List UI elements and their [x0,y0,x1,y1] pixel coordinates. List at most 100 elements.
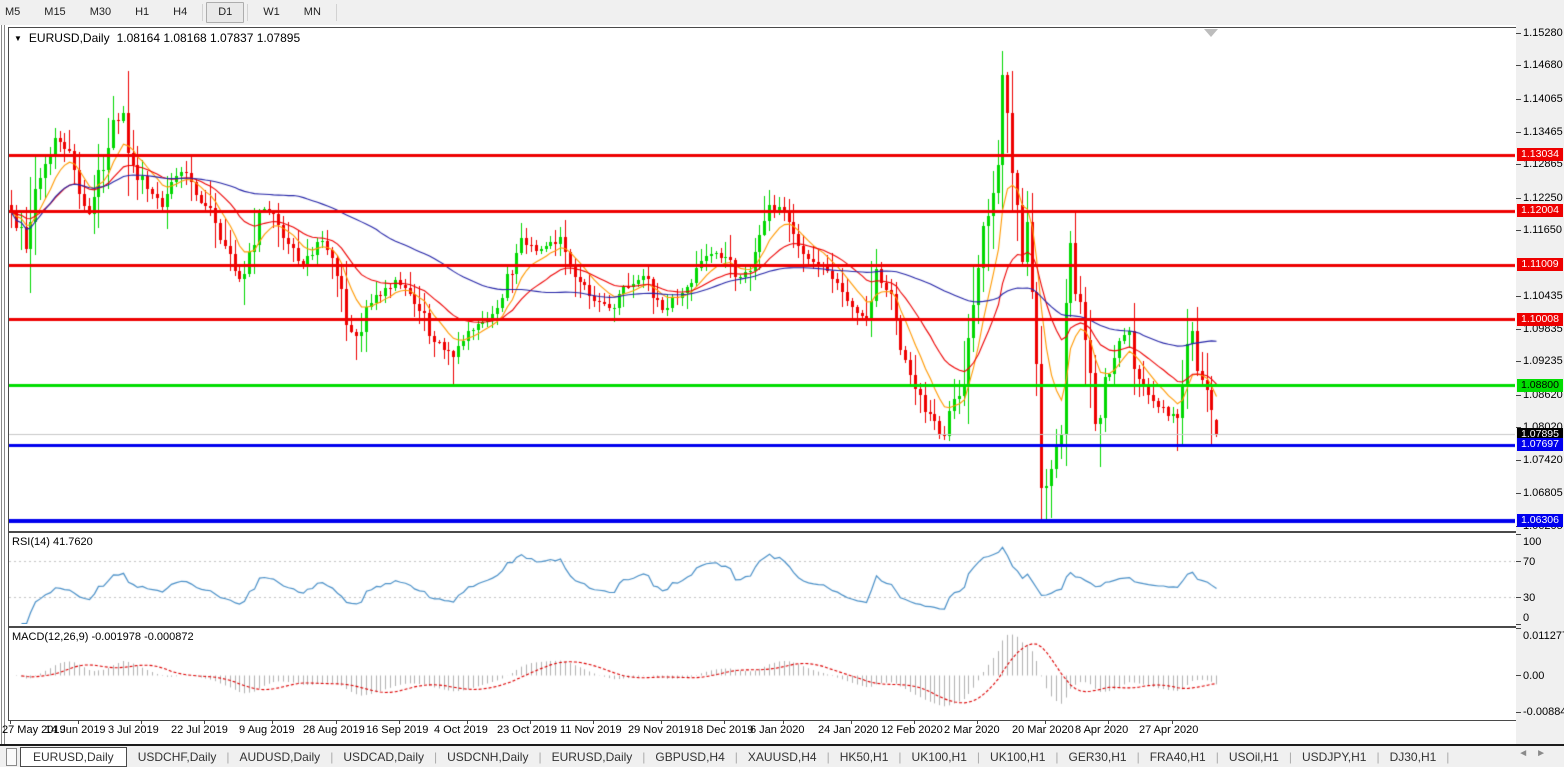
timeframe-button-w1[interactable]: W1 [263,6,280,18]
window-edge-line [4,25,5,744]
date-label: 9 Aug 2019 [239,724,295,736]
tab-item[interactable]: GER30,H1 [1068,749,1127,764]
macd-canvas[interactable] [9,628,1515,718]
level-price-tag: 1.12004 [1517,204,1563,217]
date-tick-mark [724,720,725,724]
date-tick-mark [10,720,11,724]
tab-separator: | [1376,749,1380,764]
timeframe-toolbar: M5 M15 M30 H1 H4 D1 W1 MN [0,0,1564,26]
price-tick-mark [1516,361,1521,362]
toolbar-separator [335,4,337,21]
level-price-tag: 1.07697 [1517,438,1563,451]
price-tick-label: 1.06805 [1523,487,1563,499]
rsi-canvas[interactable] [9,533,1515,624]
tab-item[interactable]: AUDUSD,Daily [239,749,321,764]
price-tick-label: 1.07420 [1523,454,1563,466]
timeframe-button-h4[interactable]: H4 [173,6,188,18]
date-label: 2 Mar 2020 [944,724,1000,736]
date-tick-mark [1108,720,1109,724]
tab-item[interactable]: FRA40,H1 [1149,749,1206,764]
rsi-tick-mark [1516,624,1521,625]
tab-item[interactable]: UK100,H1 [990,749,1046,764]
timeframe-button-h1[interactable]: H1 [135,6,150,18]
chart-title: ▼ EURUSD,Daily 1.08164 1.08168 1.07837 1… [14,31,300,45]
price-tick-label: 1.15280 [1523,27,1563,39]
date-tick-mark [272,720,273,724]
date-tick-mark [530,720,531,724]
macd-tick-label: 0.00 [1523,670,1545,682]
tab-item[interactable]: USDCHF,Daily [137,749,217,764]
date-tick-mark [1045,720,1046,724]
price-tick-mark [1516,460,1521,461]
date-label: 27 May 2019 [2,724,66,736]
tab-scroll-right-button[interactable]: ► [1536,748,1554,759]
tab-separator: | [642,749,646,764]
price-tick-mark [1516,33,1521,34]
tab-separator: | [1288,749,1292,764]
date-tick-mark [336,720,337,724]
level-price-tag: 1.10008 [1517,313,1563,326]
price-tick-mark [1516,329,1521,330]
chart-window: ▼ EURUSD,Daily 1.08164 1.08168 1.07837 1… [0,25,1564,744]
macd-tick-label: 0.011277 [1523,630,1564,642]
price-tick-mark [1516,65,1521,66]
timeframe-button-m30[interactable]: M30 [89,6,112,18]
chart-bottom-border [0,744,1564,746]
chart-tab-bar: EURUSD,Daily USDCHF,Daily | AUDUSD,Daily | US… [0,746,1564,767]
tab-scroll-left-button[interactable]: ◄ [1518,748,1537,759]
date-label: 23 Oct 2019 [497,724,557,736]
timeframe-button-d1[interactable]: D1 [206,2,245,23]
macd-tick-mark [1516,675,1521,676]
date-tick-mark [783,720,784,724]
chart-shift-marker-icon[interactable] [1204,29,1218,37]
timeframe-button-m5[interactable]: M5 [5,6,21,18]
date-tick-mark [661,720,662,724]
tab-item[interactable]: XAUUSD,H4 [747,749,817,764]
tab-separator: | [898,749,902,764]
price-chart-canvas[interactable] [9,28,1515,529]
price-tick-label: 1.12865 [1523,158,1563,170]
date-tick-mark [399,720,400,724]
tab-item[interactable]: USDCAD,Daily [343,749,424,764]
symbol-dropdown-icon[interactable]: ▼ [14,33,22,43]
tab-separator: | [976,749,981,764]
tab-item[interactable]: USDCNH,Daily [447,749,529,764]
macd-tick-mark [1516,712,1521,713]
date-label: 8 Apr 2020 [1075,724,1129,736]
date-label: 4 Oct 2019 [434,724,488,736]
tab-item[interactable]: HK50,H1 [839,749,889,764]
timeframe-button-m15[interactable]: M15 [44,6,66,18]
price-tick-mark [1516,164,1521,165]
toolbar-separator [202,4,204,21]
date-label: 18 Dec 2019 [691,724,754,736]
window-edge-line [1,25,2,744]
rsi-tick-mark [1516,534,1521,535]
macd-panel [8,627,1518,721]
price-tick-label: 1.09835 [1523,323,1563,335]
date-label: 3 Jul 2019 [108,724,159,736]
price-tick-mark [1516,296,1521,297]
timeframe-button-mn[interactable]: MN [303,6,321,18]
date-tick-mark [977,720,978,724]
tab-separator: | [1446,749,1450,764]
price-tick-label: 1.13465 [1523,126,1563,138]
level-price-tag: 1.07895 [1517,428,1563,441]
rsi-tick-label: 0 [1523,612,1530,624]
date-label: 22 Jul 2019 [171,724,228,736]
rsi-tick-mark [1516,597,1521,598]
tab-separator: | [434,749,438,764]
tab-item[interactable]: USOil,H1 [1228,749,1279,764]
tab-separator: | [330,749,334,764]
date-tick-mark [593,720,594,724]
tab-item[interactable]: DJ30,H1 [1389,749,1437,764]
date-label: 28 Aug 2019 [303,724,365,736]
tab-item[interactable]: GBPUSD,H4 [655,749,725,764]
tab-item[interactable]: EURUSD,Daily [20,746,127,767]
tab-item[interactable]: UK100,H1 [911,749,967,764]
tab-item[interactable]: EURUSD,Daily [551,749,633,764]
price-tick-mark [1516,427,1521,428]
rsi-tick-label: 70 [1523,556,1536,568]
date-label: 12 Feb 2020 [881,724,943,736]
tab-item[interactable]: USDJPY,H1 [1301,749,1367,764]
